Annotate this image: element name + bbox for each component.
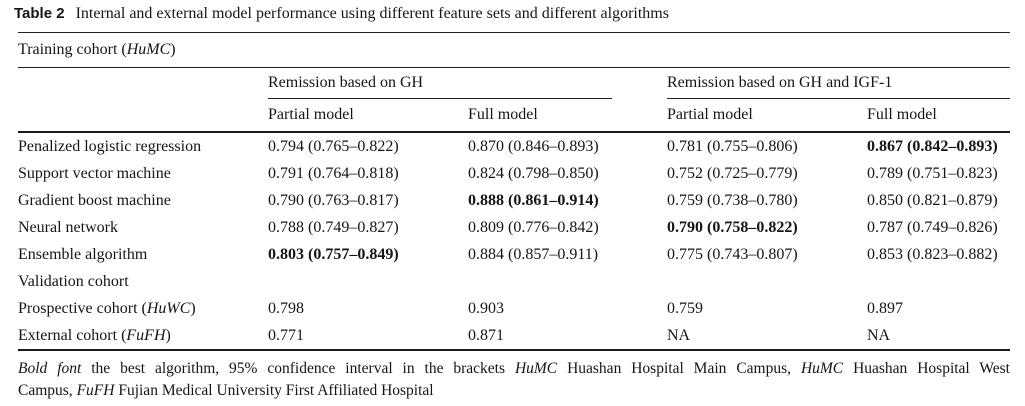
row-label: Ensemble algorithm [18,245,148,263]
auc-value-cell: NA [867,322,1011,351]
auc-value-cell: NA [667,322,867,351]
auc-value-cell: 0.788 (0.749–0.827) [268,218,399,236]
auc-value-cell: 0.759 (0.738–0.780) [667,191,798,209]
auc-value-cell: 0.791 (0.764–0.818) [268,164,399,182]
table-row: Neural network 0.788 (0.749–0.827) 0.809… [18,214,1010,241]
column-subheader: Full model [867,99,1011,133]
footnote-line-2: Campus, FuFH Fujian Medical University F… [18,382,434,399]
footnote-line-1: Bold font the best algorithm, 95% confid… [18,360,1010,377]
row-label: Penalized logistic regression [18,137,202,155]
cohort-abbrev: HuWC [146,299,191,317]
auc-value-cell: 0.787 (0.749–0.826) [867,218,998,236]
column-group-gh: Remission based on GH [268,68,667,99]
cohort-abbrev: HuMC [126,41,171,58]
cohort-abbrev: FuFH [76,382,115,399]
auc-value-cell: 0.759 [667,299,703,317]
auc-value-cell: 0.794 (0.765–0.822) [268,137,399,155]
auc-value-cell: 0.781 (0.755–0.806) [667,137,798,155]
table-caption-text: Internal and external model performance … [75,5,669,22]
auc-value-cell: 0.867 (0.842–0.893) [867,137,998,155]
performance-table: Training cohort (HuMC) Remission based o… [18,32,1011,351]
cohort-abbrev: FuFH [126,326,166,344]
auc-value-cell: 0.789 (0.751–0.823) [867,164,998,182]
column-group-gh-igf1: Remission based on GH and IGF-1 [667,68,1011,99]
auc-value-cell: 0.853 (0.823–0.882) [867,245,998,263]
auc-value-cell: 0.809 (0.776–0.842) [468,218,599,236]
table-row: Penalized logistic regression 0.794 (0.7… [18,132,1010,160]
table-row: Support vector machine 0.791 (0.764–0.81… [18,160,1010,187]
auc-value-cell: 0.798 [268,299,304,317]
auc-value-cell: 0.871 [468,322,667,351]
row-label: External cohort (FuFH) [18,322,268,351]
table-row: Gradient boost machine 0.790 (0.763–0.81… [18,187,1010,214]
section-label-validation: Validation cohort [18,272,129,290]
empty-cell [18,99,268,133]
section-label-training: Training cohort (HuMC) [18,32,1011,68]
table-number: Table 2 [14,5,65,22]
column-subheader: Full model [468,99,667,133]
auc-value-cell: 0.897 [867,299,903,317]
auc-value-cell: 0.790 (0.763–0.817) [268,191,399,209]
column-group-header: Remission based on GH and IGF-1 [667,74,1011,99]
section-row-training: Training cohort (HuMC) [18,32,1011,68]
auc-value-cell: 0.870 (0.846–0.893) [468,137,599,155]
empty-cell [18,68,268,100]
row-label: Gradient boost machine [18,191,171,209]
auc-value-cell: 0.775 (0.743–0.807) [667,245,798,263]
auc-value-cell: 0.824 (0.798–0.850) [468,164,599,182]
row-label: Prospective cohort (HuWC) [18,299,196,317]
auc-value-cell: 0.803 (0.757–0.849) [268,245,399,263]
column-subheader-row: Partial model Full model Partial model F… [18,99,1011,133]
row-label: Neural network [18,218,118,236]
column-group-header-row: Remission based on GH Remission based on… [18,68,1011,100]
table-row: Ensemble algorithm 0.803 (0.757–0.849) 0… [18,241,1010,268]
cohort-abbrev: HuMC [800,360,844,377]
auc-value-cell: 0.850 (0.821–0.879) [867,191,998,209]
auc-value-cell: 0.771 [268,322,468,351]
table-footnote: Bold font the best algorithm, 95% confid… [18,358,1010,402]
auc-value-cell: 0.903 [468,299,504,317]
auc-value-cell: 0.884 (0.857–0.911) [468,245,599,263]
auc-value-cell: 0.888 (0.861–0.914) [468,191,599,209]
column-subheader: Partial model [268,99,468,133]
table-row: External cohort (FuFH) 0.771 0.871 NA NA [18,322,1011,351]
auc-value-cell: 0.752 (0.725–0.779) [667,164,798,182]
section-row-validation: Validation cohort [18,268,1010,295]
cohort-abbrev: HuMC [514,360,558,377]
auc-value-cell: 0.790 (0.758–0.822) [667,218,798,236]
table-caption: Table 2 Internal and external model perfo… [14,5,1010,32]
table-row: Prospective cohort (HuWC) 0.798 0.903 0.… [18,295,1010,322]
column-subheader: Partial model [667,99,867,133]
row-label: Support vector machine [18,164,171,182]
column-group-header: Remission based on GH [268,74,612,99]
